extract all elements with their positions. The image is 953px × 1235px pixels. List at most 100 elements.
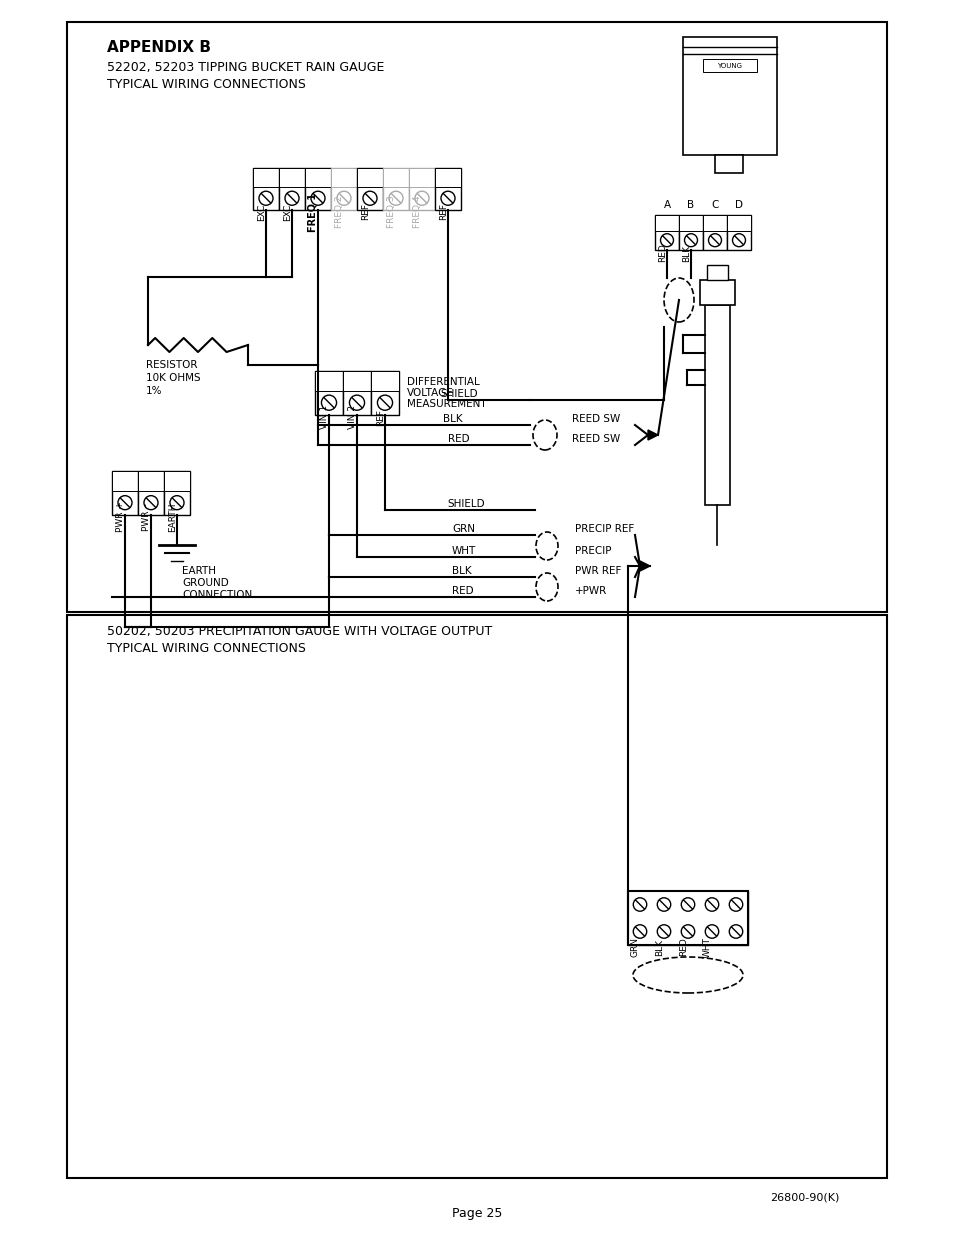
Bar (331, 168, 356, 210)
Text: CONNECTION: CONNECTION (182, 590, 252, 600)
Text: REF: REF (375, 409, 385, 426)
Bar (655, 215, 679, 249)
Text: RED: RED (448, 433, 469, 445)
Bar (723, 918, 747, 945)
Bar (343, 370, 371, 390)
Text: PRECIP: PRECIP (575, 546, 611, 556)
Text: DIFFERENTIAL: DIFFERENTIAL (407, 377, 479, 387)
Text: 10K OHMS: 10K OHMS (146, 373, 200, 383)
Text: TYPICAL WIRING CONNECTIONS: TYPICAL WIRING CONNECTIONS (107, 641, 306, 655)
Text: GROUND: GROUND (182, 578, 229, 588)
Text: 52202, 52203 TIPPING BUCKET RAIN GAUGE: 52202, 52203 TIPPING BUCKET RAIN GAUGE (107, 62, 384, 74)
Text: 26800-90(K): 26800-90(K) (770, 1193, 840, 1203)
Text: REED SW: REED SW (572, 414, 619, 424)
Bar (651, 918, 676, 945)
Text: GRN: GRN (630, 937, 639, 957)
Bar (112, 471, 138, 515)
Bar (382, 168, 409, 210)
Bar (314, 370, 343, 415)
Text: RED: RED (679, 937, 687, 956)
Bar (682, 37, 776, 156)
Bar (679, 215, 702, 249)
Bar (305, 168, 331, 186)
Text: GRN: GRN (452, 524, 475, 534)
Text: TYPICAL WIRING CONNECTIONS: TYPICAL WIRING CONNECTIONS (107, 78, 306, 90)
Text: MEASUREMENT: MEASUREMENT (407, 399, 486, 409)
Bar (371, 370, 398, 415)
Bar (702, 215, 726, 231)
Bar (164, 471, 190, 490)
Bar (627, 890, 747, 945)
Bar (305, 168, 331, 210)
Text: VOLTAGE: VOLTAGE (407, 388, 454, 398)
Text: EXC: EXC (256, 204, 266, 221)
Bar (435, 168, 460, 210)
Bar (714, 156, 742, 173)
Bar (655, 215, 679, 231)
Polygon shape (647, 430, 658, 440)
Bar (706, 266, 727, 280)
Bar (726, 215, 750, 231)
Text: WHT: WHT (452, 546, 476, 556)
Text: BLK: BLK (681, 245, 690, 262)
Bar (700, 890, 723, 918)
Text: RESISTOR: RESISTOR (146, 359, 197, 370)
Bar (409, 168, 435, 186)
Text: BLK: BLK (442, 414, 462, 424)
Text: EARTH: EARTH (168, 503, 177, 532)
Bar (138, 471, 164, 490)
Text: 50202, 50203 PRECIPITATION GAUGE WITH VOLTAGE OUTPUT: 50202, 50203 PRECIPITATION GAUGE WITH VO… (107, 625, 492, 638)
Bar (371, 370, 398, 390)
Bar (331, 168, 356, 186)
Bar (723, 890, 747, 918)
Bar (435, 168, 460, 186)
Text: FREQ 4: FREQ 4 (413, 196, 421, 228)
Text: WHT: WHT (702, 936, 711, 957)
Polygon shape (639, 561, 649, 571)
Text: REF: REF (438, 204, 448, 221)
Text: REED SW: REED SW (572, 433, 619, 445)
Text: FREQ 1: FREQ 1 (308, 193, 317, 232)
Bar (67, 615, 886, 1178)
Bar (314, 370, 343, 390)
Text: EARTH: EARTH (182, 566, 215, 576)
Bar (627, 890, 651, 918)
Bar (704, 305, 729, 505)
Text: APPENDIX B: APPENDIX B (107, 40, 211, 54)
Text: EXC: EXC (283, 204, 292, 221)
Bar (676, 918, 700, 945)
Text: RED: RED (658, 243, 666, 262)
Text: RED: RED (452, 585, 473, 597)
Text: VIN 1: VIN 1 (319, 405, 329, 429)
Bar (679, 215, 702, 231)
Bar (356, 168, 382, 210)
Bar (67, 22, 886, 613)
Text: D: D (734, 200, 742, 210)
Text: A: A (662, 200, 670, 210)
Text: VIN 2: VIN 2 (348, 405, 356, 429)
Text: C: C (711, 200, 718, 210)
Text: PRECIP REF: PRECIP REF (575, 524, 634, 534)
Text: REF: REF (360, 204, 370, 221)
Bar (278, 168, 305, 186)
Bar (726, 215, 750, 249)
Text: SHIELD: SHIELD (447, 499, 484, 509)
Bar (253, 168, 278, 210)
Bar (409, 168, 435, 210)
Bar (676, 890, 700, 918)
Text: YOUNG: YOUNG (717, 63, 741, 69)
Text: PWR +: PWR + (116, 501, 125, 532)
Bar (382, 168, 409, 186)
Bar (278, 168, 305, 210)
Text: Page 25: Page 25 (452, 1207, 501, 1219)
Bar (343, 370, 371, 415)
Text: SHIELD: SHIELD (439, 389, 477, 399)
Bar (627, 918, 651, 945)
Bar (700, 280, 734, 305)
Text: 1%: 1% (146, 387, 162, 396)
Text: FREQ 3: FREQ 3 (387, 195, 395, 228)
Text: PWR –: PWR – (142, 503, 151, 531)
Bar (253, 168, 278, 186)
Bar (138, 471, 164, 515)
Bar (700, 918, 723, 945)
